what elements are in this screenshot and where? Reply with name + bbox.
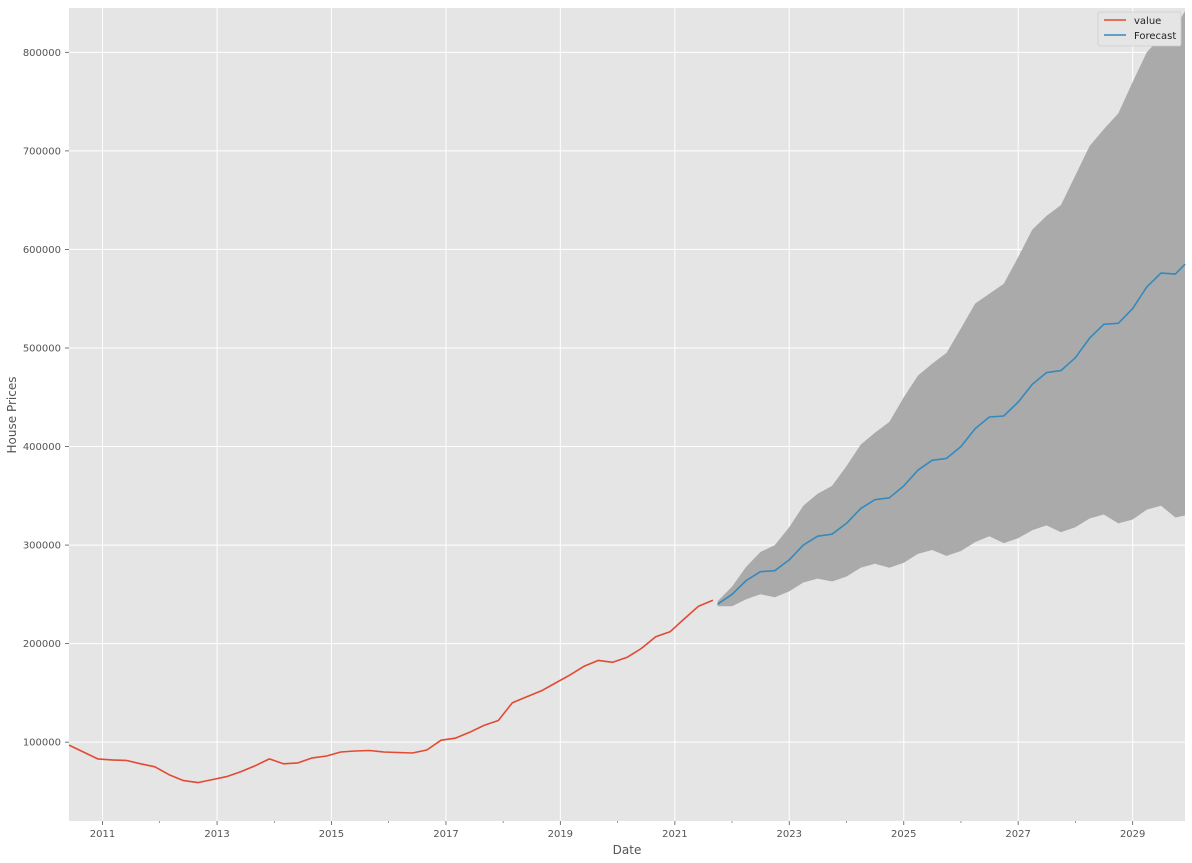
x-tick-label: 2025: [891, 829, 916, 840]
legend: value Forecast: [1097, 11, 1182, 47]
y-tick-label: 700000: [23, 146, 61, 157]
confidence-band: [717, 11, 1185, 607]
x-tick-label: 2015: [319, 829, 344, 840]
y-tick-label: 400000: [23, 442, 61, 453]
series-line-forecast: [717, 263, 1186, 605]
y-tick-label: 300000: [23, 541, 61, 552]
x-tick-label: 2019: [548, 829, 573, 840]
x-tick-label: 2021: [662, 829, 687, 840]
y-tick-label: 100000: [23, 738, 61, 749]
x-tick-label: 2029: [1120, 829, 1145, 840]
x-axis-label: Date: [613, 843, 642, 857]
x-tick-label: 2013: [204, 829, 229, 840]
ticks: 2011 2013 2015 2017 2019 2021 2023 2025 2027 2029…: [23, 48, 1146, 840]
forecast-confidence-band: [717, 11, 1185, 607]
x-tick-label: 2023: [777, 829, 802, 840]
y-axis-label: House Prices: [5, 377, 19, 454]
x-tick-label: 2027: [1005, 829, 1030, 840]
series-lines: [68, 263, 1186, 784]
series-line-value: [68, 599, 714, 784]
y-tick-label: 800000: [23, 48, 61, 59]
x-tick-label: 2011: [90, 829, 115, 840]
y-tick-label: 600000: [23, 245, 61, 256]
y-tick-label: 500000: [23, 343, 61, 354]
x-tick-label: 2017: [433, 829, 458, 840]
legend-label-forecast: Forecast: [1134, 31, 1176, 42]
legend-label-value: value: [1134, 16, 1161, 27]
y-tick-label: 200000: [23, 639, 61, 650]
